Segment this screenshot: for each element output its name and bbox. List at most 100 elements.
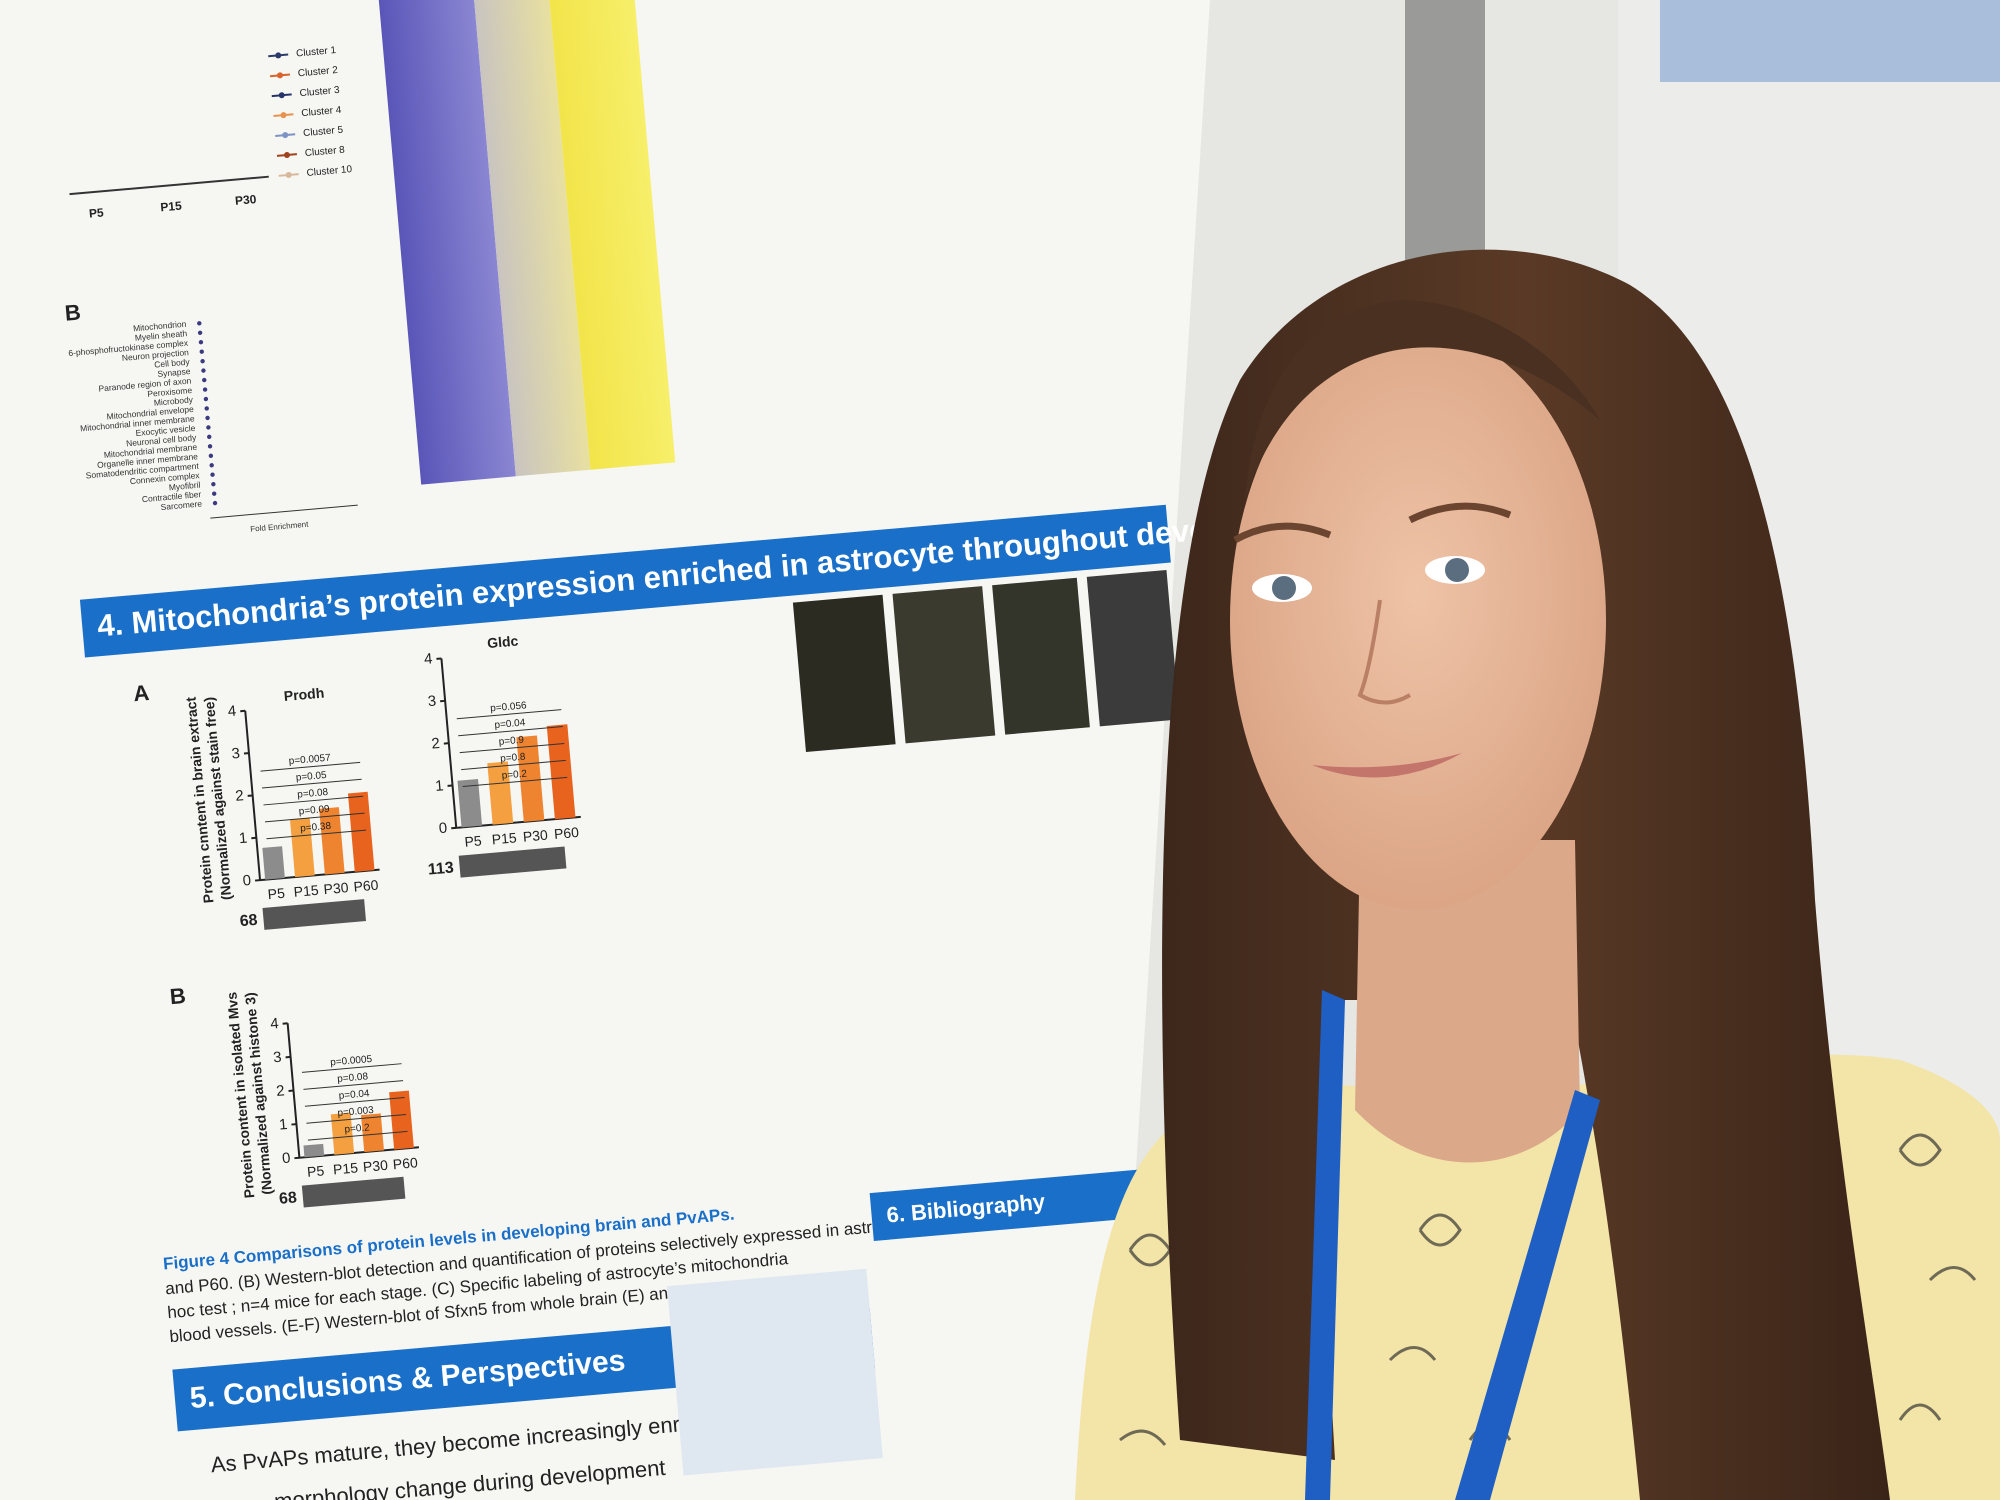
legend-dot (283, 152, 290, 159)
p-value: p=0.09 (298, 804, 330, 818)
go-dot (202, 377, 207, 383)
legend-dot (276, 72, 283, 79)
y-tick-label: 3 (427, 693, 437, 711)
bracket (301, 1063, 402, 1073)
legend-label: Cluster 3 (299, 85, 340, 99)
legend-dot (285, 171, 292, 178)
axis-line (69, 175, 269, 196)
nose (1357, 599, 1412, 705)
p-value: p=0.04 (338, 1088, 370, 1102)
y-tick-label: 0 (438, 820, 448, 838)
blot-marker: 68 (239, 912, 258, 931)
bar (319, 807, 345, 875)
panel-letter: A (132, 680, 150, 706)
p-value: p=0.056 (490, 700, 528, 714)
y-tick-label: 4 (227, 703, 237, 721)
x-tick-label: P30 (362, 1157, 388, 1175)
y-tick-label: 4 (423, 650, 433, 668)
y-tick-label: 1 (238, 830, 248, 848)
go-dot (201, 368, 206, 373)
bar (361, 1113, 384, 1153)
go-dot (209, 463, 214, 468)
schematic (666, 1268, 883, 1476)
go-dot (203, 396, 209, 402)
go-term: Myelin sheath (134, 328, 187, 343)
bar (290, 818, 315, 878)
bar (347, 791, 375, 872)
panel-letter: B (64, 299, 82, 325)
sign (1660, 0, 2000, 82)
go-dot (199, 349, 204, 354)
line-plot: P5 P15 P30 Cluster 1 Cluster 2 Cluster 3 Clust… (69, 45, 353, 221)
bracket (266, 829, 367, 840)
section-header (869, 1163, 1213, 1242)
legend-label: Cluster 8 (304, 145, 345, 159)
x-tick-label: P30 (522, 827, 548, 845)
bracket (263, 795, 364, 806)
p-value: p=0.0005 (330, 1054, 373, 1069)
legend-label: Cluster 5 (303, 125, 344, 139)
micrograph (1086, 569, 1180, 727)
legend-dot (282, 132, 289, 139)
go-term: Sarcomere (160, 498, 203, 512)
bracket (458, 726, 563, 737)
heatmap-column (471, 0, 591, 477)
x-tick-label: P30 (323, 879, 349, 897)
go-term: Myofibril (168, 480, 201, 493)
western-blot (262, 899, 367, 930)
x-tick-label: P60 (353, 877, 379, 895)
bar (262, 846, 285, 880)
eyebrow (1233, 522, 1332, 544)
hair-fringe (1245, 300, 1600, 500)
bar (303, 1143, 325, 1158)
bar (546, 724, 576, 820)
p-value: p=0.08 (297, 787, 329, 801)
p-value: p=0.05 (295, 770, 327, 784)
legend-label: Cluster 2 (297, 65, 338, 79)
x-tick-label: P5 (306, 1162, 325, 1179)
bracket (304, 1097, 405, 1107)
x-tick-label: P5 (88, 205, 104, 220)
micrograph (792, 594, 896, 753)
section-header (79, 504, 1171, 658)
p-value: p=0.38 (300, 821, 332, 835)
bracket (459, 742, 565, 754)
panel-letter: B (169, 983, 187, 1009)
legend-dot (275, 52, 282, 59)
x-tick-label: P15 (293, 882, 319, 900)
go-dot (207, 444, 213, 449)
bracket (303, 1080, 404, 1090)
bracket (456, 709, 562, 720)
bar (516, 735, 545, 822)
x-tick-label: P60 (553, 824, 579, 842)
y-tick-label: 4 (270, 1015, 280, 1033)
go-dot (200, 358, 205, 364)
y-tick-label: 2 (275, 1082, 285, 1100)
p-value: p=0.08 (337, 1071, 369, 1085)
western-blot (458, 846, 567, 878)
bar (487, 761, 514, 825)
legend-dot (278, 92, 285, 99)
mouth (1312, 753, 1462, 778)
western-blot (301, 1176, 406, 1208)
go-dot (198, 340, 204, 345)
y-tick-label: 2 (431, 735, 441, 753)
go-dot (210, 472, 215, 477)
bracket (306, 1113, 407, 1124)
bracket (260, 761, 361, 772)
bar (330, 1112, 355, 1155)
y-tick-label: 1 (278, 1116, 288, 1134)
x-tick-label: P30 (234, 192, 257, 208)
person (1075, 249, 2000, 1500)
go-term: Synapse (157, 366, 191, 379)
x-tick-label: P15 (160, 199, 183, 215)
chart-title: Gldc (486, 632, 519, 651)
p-value: p=0.04 (494, 717, 526, 731)
bracket (264, 812, 365, 823)
blot-marker: 113 (427, 859, 454, 878)
go-term: Mitochondrion (133, 319, 187, 334)
chart-title: Prodh (283, 685, 325, 704)
y-tick-label: 2 (235, 787, 245, 805)
